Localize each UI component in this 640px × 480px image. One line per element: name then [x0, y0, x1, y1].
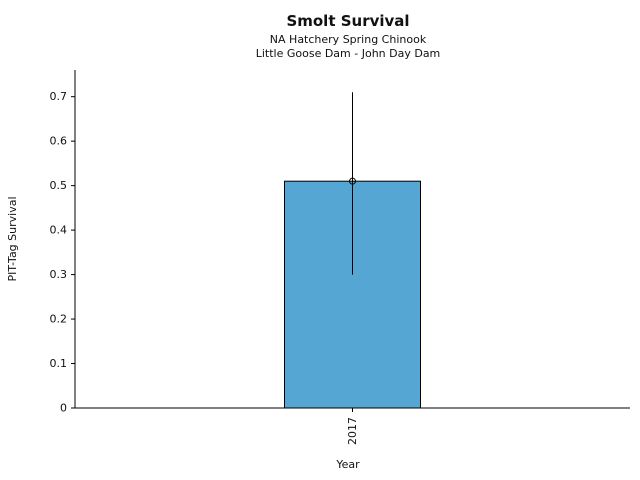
chart-subtitle-line1: NA Hatchery Spring Chinook [270, 33, 427, 46]
y-tick-label: 0.1 [50, 357, 68, 370]
chart-subtitle-line2: Little Goose Dam - John Day Dam [256, 47, 441, 60]
x-axis-label: Year [335, 458, 360, 471]
y-tick-label: 0.7 [50, 90, 68, 103]
y-axis-label: PIT-Tag Survival [6, 196, 19, 281]
y-tick-label: 0.5 [50, 179, 68, 192]
chart-title: Smolt Survival [286, 12, 409, 30]
y-tick-label: 0.4 [50, 224, 68, 237]
y-tick-label: 0 [60, 402, 67, 415]
y-tick-label: 0.6 [50, 135, 68, 148]
y-tick-label: 0.3 [50, 268, 68, 281]
plot-area: 0 0.1 0.2 0.3 0.4 0.5 0.6 0.7 2017 [50, 90, 421, 445]
x-tick-label: 2017 [346, 417, 359, 445]
data-point-marker [349, 177, 356, 185]
y-tick-label: 0.2 [50, 313, 68, 326]
